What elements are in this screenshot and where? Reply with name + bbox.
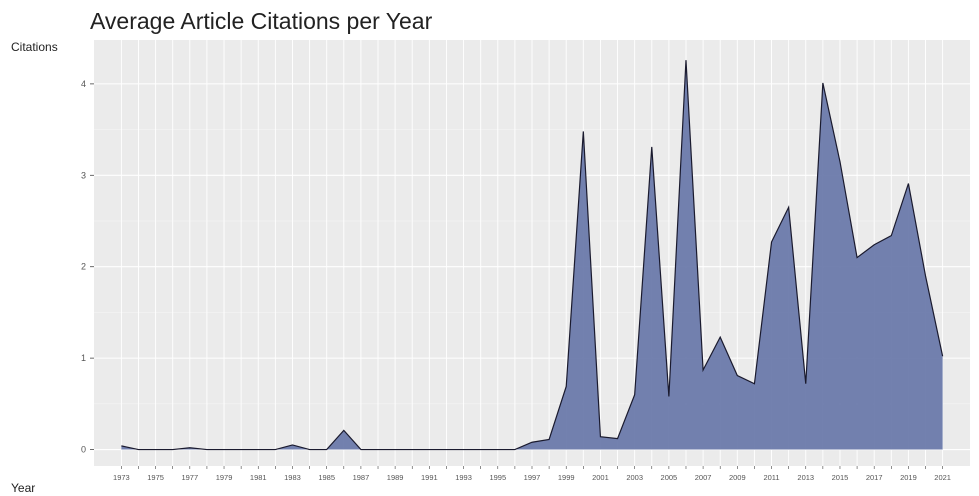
x-tick-label: 1973 <box>113 473 130 482</box>
x-tick-label: 2001 <box>592 473 609 482</box>
x-axis-ticks: 1973 1975 1977 1979 1981 1983 1985 1987 1989 1991… <box>113 466 951 482</box>
x-tick-label: 2007 <box>695 473 712 482</box>
x-tick-label: 1981 <box>250 473 267 482</box>
x-tick-label: 2019 <box>900 473 917 482</box>
y-tick-label: 1 <box>81 353 86 363</box>
x-tick-label: 1993 <box>455 473 472 482</box>
x-tick-label: 1999 <box>558 473 575 482</box>
y-tick-label: 0 <box>81 445 86 455</box>
x-tick-label: 1979 <box>216 473 233 482</box>
x-tick-label: 2017 <box>866 473 883 482</box>
x-axis-label: Year <box>11 481 36 495</box>
x-tick-label: 2013 <box>797 473 814 482</box>
x-tick-label: 2009 <box>729 473 746 482</box>
y-axis-label: Citations <box>11 40 58 54</box>
y-axis-ticks: 0 1 2 3 4 <box>81 79 94 455</box>
chart-title: Average Article Citations per Year <box>90 8 433 34</box>
x-tick-label: 1991 <box>421 473 438 482</box>
x-tick-label: 1997 <box>524 473 541 482</box>
x-tick-label: 2005 <box>661 473 678 482</box>
y-tick-label: 3 <box>81 170 86 180</box>
x-tick-label: 1985 <box>318 473 335 482</box>
y-tick-label: 2 <box>81 262 86 272</box>
x-tick-label: 2015 <box>832 473 849 482</box>
x-tick-label: 1987 <box>353 473 370 482</box>
x-tick-label: 1977 <box>181 473 198 482</box>
citations-area <box>121 60 943 450</box>
x-tick-label: 2021 <box>934 473 951 482</box>
x-tick-label: 1975 <box>147 473 164 482</box>
x-tick-label: 2003 <box>626 473 643 482</box>
x-tick-label: 2011 <box>763 473 779 482</box>
citations-line <box>121 60 944 451</box>
x-tick-label: 1995 <box>489 473 506 482</box>
x-tick-label: 1983 <box>284 473 301 482</box>
x-tick-label: 1989 <box>387 473 404 482</box>
y-tick-label: 4 <box>81 79 86 89</box>
